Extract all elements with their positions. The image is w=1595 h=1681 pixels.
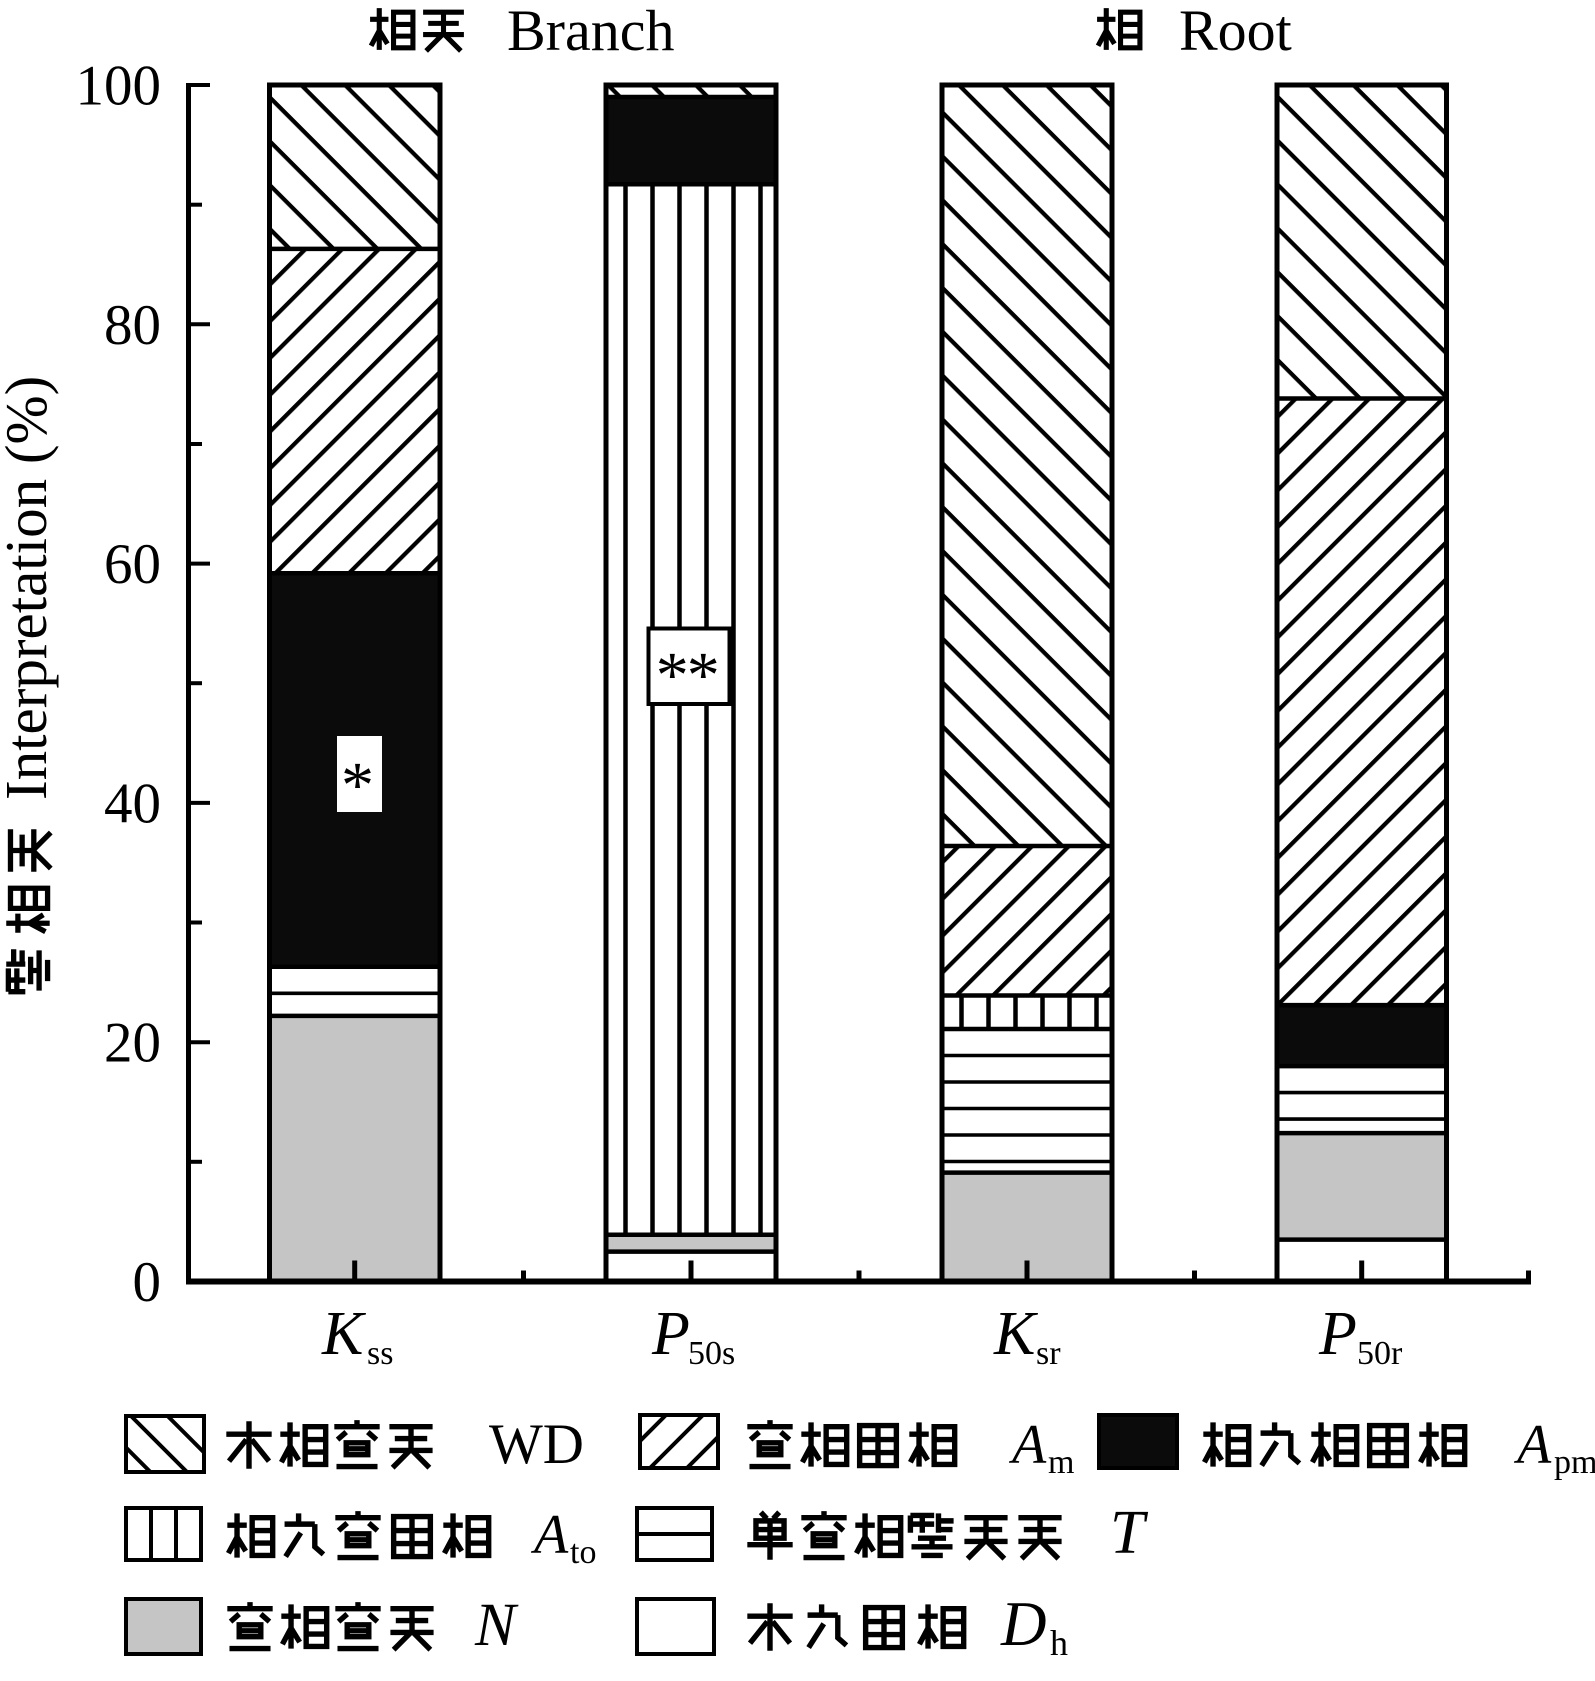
svg-text:K: K (321, 1300, 367, 1368)
svg-text:to: to (570, 1534, 596, 1571)
svg-text:K: K (993, 1300, 1039, 1368)
svg-text:50r: 50r (1357, 1335, 1403, 1372)
svg-text:Root: Root (1179, 0, 1292, 63)
svg-text:80: 80 (104, 294, 161, 357)
svg-text:100: 100 (76, 55, 162, 118)
svg-text:T: T (1110, 1499, 1149, 1567)
svg-text:N: N (474, 1592, 519, 1659)
svg-text:*: * (656, 639, 689, 712)
svg-text:20: 20 (104, 1012, 161, 1075)
svg-text:P: P (1318, 1300, 1357, 1368)
svg-text:A: A (1513, 1414, 1552, 1476)
svg-text:60: 60 (104, 533, 161, 596)
svg-text:A: A (1008, 1414, 1047, 1476)
svg-text:40: 40 (104, 772, 161, 835)
svg-text:D: D (1000, 1589, 1047, 1659)
svg-text:sr: sr (1036, 1335, 1061, 1372)
svg-text:0: 0 (133, 1251, 162, 1314)
svg-text:P: P (651, 1300, 690, 1368)
svg-text:pm: pm (1554, 1444, 1595, 1481)
svg-text:A: A (530, 1504, 569, 1566)
svg-text:*: * (341, 749, 374, 822)
svg-text:m: m (1048, 1444, 1074, 1481)
svg-text:50s: 50s (688, 1335, 735, 1372)
svg-text:Interpretation (%): Interpretation (%) (0, 376, 59, 800)
svg-text:Branch: Branch (507, 0, 675, 63)
svg-text:WD: WD (489, 1413, 584, 1476)
svg-text:*: * (687, 639, 720, 712)
svg-text:ss: ss (367, 1335, 393, 1372)
svg-text:h: h (1050, 1623, 1068, 1663)
